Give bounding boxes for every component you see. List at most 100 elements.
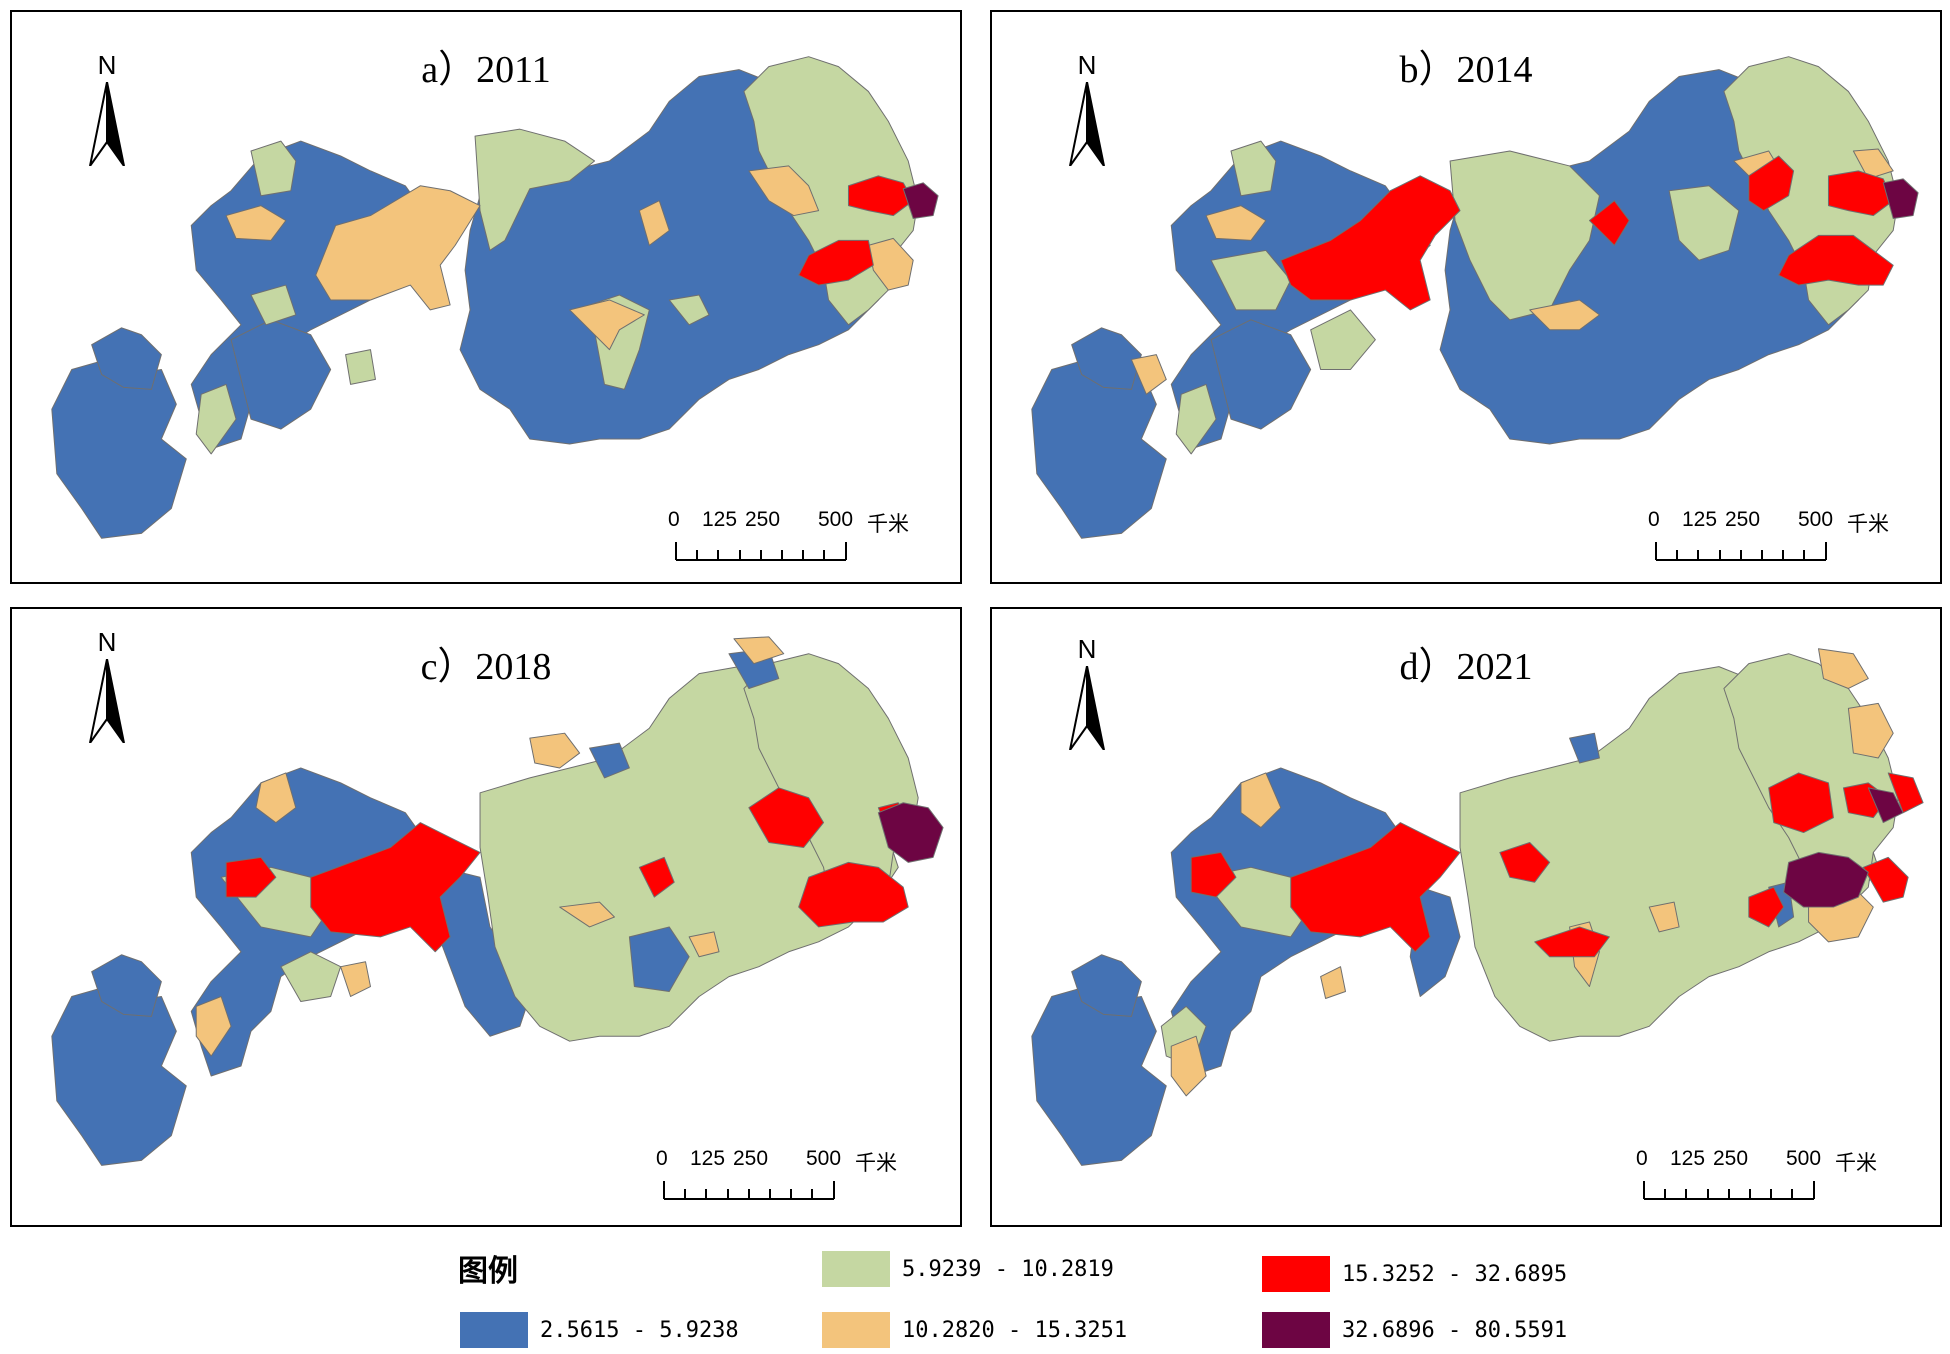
north-arrow: N [1062,634,1112,754]
scale-ticks [663,1181,835,1200]
north-arrow: N [82,627,132,747]
region-red-3 [1748,155,1795,212]
region-purple-2 [1867,787,1904,824]
region-red-3 [638,856,675,898]
region-orange-3 [1529,299,1600,331]
region-red-2 [1588,200,1630,246]
region-orange-7 [1847,702,1894,759]
scale-bar: 0 125 250 500 千米 [662,508,922,568]
scale-bar: 0 125 250 500 千米 [1642,508,1902,568]
map-2014 [1031,56,1919,539]
region-red-4 [1827,170,1894,217]
region-orange-3 [340,961,371,997]
region-west-green-4 [1310,309,1376,370]
region-red-2 [798,239,874,286]
region-orange-2 [1170,1035,1207,1097]
region-orange-6 [867,237,914,291]
region-central-blue-2 [589,742,630,779]
region-orange-2 [315,185,481,311]
region-red-5 [798,861,909,928]
legend-swatch [460,1312,528,1348]
region-red-1 [1190,851,1237,898]
legend-swatch [822,1312,890,1348]
scale-bar: 0 125 250 500 千米 [650,1147,910,1207]
region-orange-5 [1648,901,1680,933]
region-orange-3 [569,299,645,351]
scale-unit: 千米 [1835,1152,1877,1175]
region-west-base [1031,986,1167,1166]
scale-label-500: 500 [1786,1147,1822,1170]
region-west-island [91,327,162,390]
legend-label: 32.6896 - 80.5591 [1342,1318,1568,1343]
north-label: N [1077,50,1097,80]
scale-ticks [675,542,847,561]
scale-label-125: 125 [1682,508,1718,531]
scale-ticks [1643,1181,1815,1200]
panel-title-2018: c）2018 [420,646,552,688]
region-orange-1 [255,772,297,824]
north-arrow-icon [89,82,125,166]
panel-title-2011: a）2011 [421,49,551,91]
north-arrow-icon [89,659,125,743]
region-west-base [51,986,187,1166]
scale-label-0: 0 [1636,1147,1648,1170]
region-orange-4 [638,200,670,246]
region-orange-6 [688,931,720,958]
region-orange-3 [1320,966,1347,999]
scale-unit: 千米 [855,1152,897,1175]
scale-unit: 千米 [1847,513,1889,536]
legend-swatch [1262,1312,1330,1348]
region-west-base [51,359,187,539]
scale-label-500: 500 [1798,508,1834,531]
region-purple-1 [902,182,939,220]
scale-bar: 0 125 250 500 千米 [1630,1147,1890,1207]
scale-label-125: 125 [1670,1147,1706,1170]
map-2021 [1031,648,1924,1166]
map-2011 [51,56,939,539]
legend-label: 10.2820 - 15.3251 [902,1318,1128,1343]
region-central-blue-1 [628,926,690,993]
region-red-3 [1499,841,1551,883]
region-red-8 [1862,856,1909,903]
region-orange-2 [195,995,232,1057]
region-west-green-2 [1210,249,1292,311]
region-west-green-1 [1230,140,1277,197]
region-west-island [1071,954,1142,1017]
region-purple-1 [1783,851,1869,908]
scale-label-125: 125 [702,508,738,531]
north-arrow: N [1062,50,1112,170]
region-red-1 [225,856,277,898]
region-east-green-2 [1668,185,1740,261]
region-mid-green-2 [668,294,710,326]
region-west-green-2 [280,951,342,1002]
scale-label-125: 125 [690,1147,726,1170]
scale-label-0: 0 [1648,508,1660,531]
region-central-west-blue [434,866,531,1037]
region-north-green [474,128,596,251]
region-west-green-3 [1175,383,1217,455]
region-purple-1 [877,802,944,863]
legend-title: 图例 [458,1254,518,1289]
scale-label-250: 250 [1713,1147,1749,1170]
scale-ticks [1655,542,1827,561]
region-orange-5 [559,901,615,928]
region-west-green-4 [345,349,376,385]
region-purple-1 [1882,178,1919,220]
scale-label-0: 0 [668,508,680,531]
region-central-green [1449,150,1600,321]
region-west-green-3 [195,383,237,455]
north-label: N [1077,634,1097,664]
scale-label-500: 500 [818,508,854,531]
legend-label: 15.3252 - 32.6895 [1342,1262,1568,1287]
region-red-5 [1768,772,1834,834]
scale-label-250: 250 [745,508,781,531]
scale-label-250: 250 [733,1147,769,1170]
region-orange-7 [733,636,785,665]
region-red-2 [1290,822,1461,953]
map-2018 [51,636,944,1166]
map-panel-2011: a）2011 N 0 125 250 500 千米 [10,10,962,584]
region-red-5 [1778,234,1894,286]
legend-label: 2.5615 - 5.9238 [540,1318,739,1343]
north-arrow: N [82,50,132,170]
region-central-blue-1 [1569,732,1600,764]
